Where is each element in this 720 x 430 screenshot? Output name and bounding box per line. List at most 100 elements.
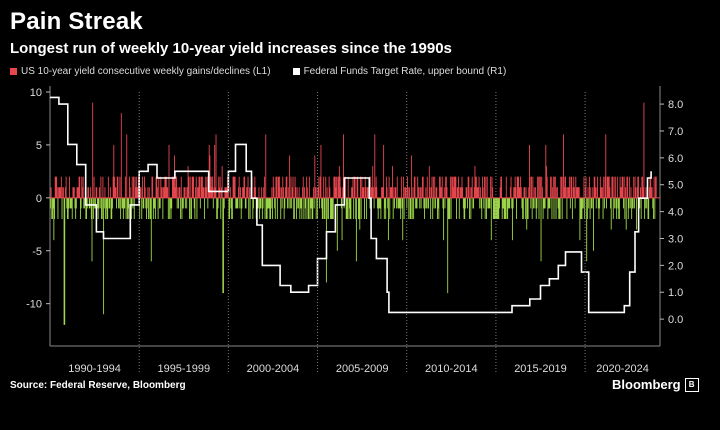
streak-bar	[203, 197, 205, 219]
streak-bar	[223, 197, 225, 209]
streak-bar	[432, 197, 434, 219]
streak-bar	[161, 187, 163, 198]
streak-bar	[228, 197, 230, 219]
streak-bar	[110, 197, 112, 219]
streak-bar	[445, 176, 447, 198]
streak-bar	[118, 197, 120, 209]
streak-bar	[310, 197, 312, 209]
streak-bar	[54, 176, 56, 198]
streak-bar	[270, 197, 271, 219]
streak-bar	[89, 197, 91, 209]
right-tick-label: 3.0	[668, 233, 683, 245]
streak-bar	[176, 176, 177, 198]
streak-bar	[122, 197, 124, 219]
streak-bar	[242, 187, 244, 198]
streak-bar	[458, 176, 460, 198]
streak-bar	[567, 187, 569, 198]
streak-bar	[383, 144, 385, 198]
streak-bar	[354, 176, 356, 198]
streak-bar	[543, 197, 545, 209]
streak-bar	[195, 187, 197, 198]
streak-bar	[330, 197, 331, 219]
streak-bar	[274, 197, 276, 219]
streak-bar	[424, 197, 425, 219]
streak-bar	[422, 176, 424, 198]
streak-bar	[409, 187, 410, 198]
streak-bar	[83, 197, 85, 209]
streak-bar	[154, 197, 156, 209]
streak-bar	[338, 166, 340, 198]
source-note: Source: Federal Reserve, Bloomberg	[10, 380, 186, 391]
streak-bar	[317, 197, 318, 219]
streak-bar	[381, 187, 383, 198]
streak-bar	[635, 187, 637, 198]
streak-bar	[388, 176, 390, 198]
streak-bar	[132, 197, 134, 209]
streak-bar	[165, 176, 167, 198]
streak-bar	[285, 187, 286, 198]
streak-bar	[188, 176, 190, 198]
streak-bar	[548, 197, 550, 209]
streak-bar	[463, 197, 465, 219]
streak-bar	[295, 187, 297, 198]
streak-bar	[562, 176, 564, 198]
streak-bar	[202, 187, 204, 198]
streak-bar	[372, 166, 374, 198]
streak-bar	[234, 176, 236, 198]
streak-bar	[445, 176, 447, 198]
streak-bar	[630, 187, 632, 198]
streak-bar	[502, 197, 504, 209]
streak-bar	[49, 197, 51, 209]
streak-bar	[394, 187, 396, 198]
right-tick-label: 0.0	[668, 314, 683, 326]
streak-bar	[77, 187, 79, 198]
streak-bar	[377, 197, 378, 209]
streak-bar	[613, 176, 615, 198]
streak-bar	[372, 187, 374, 198]
streak-bar	[319, 176, 321, 198]
streak-bar	[601, 187, 603, 198]
streak-bar	[296, 187, 298, 198]
streak-bar	[655, 176, 656, 198]
streak-bar	[271, 187, 273, 198]
streak-bar	[625, 197, 627, 230]
streak-bar	[557, 197, 559, 209]
streak-bar	[184, 197, 186, 209]
streak-bar	[213, 187, 215, 198]
streak-bar	[484, 197, 486, 219]
streak-bar	[313, 197, 315, 209]
streak-bar	[253, 187, 255, 198]
streak-bar	[278, 176, 280, 198]
streak-bar	[57, 197, 59, 219]
streak-bar	[175, 176, 177, 198]
streak-bar	[514, 187, 515, 198]
streak-bar	[523, 187, 525, 198]
streak-bar	[559, 197, 561, 219]
streak-bar	[140, 187, 142, 198]
streak-bar	[612, 176, 614, 198]
streak-bar	[585, 176, 587, 198]
streak-bar	[595, 197, 597, 209]
streak-bar	[90, 197, 92, 219]
streak-bar	[508, 197, 510, 209]
streak-bar	[338, 176, 340, 198]
streak-bar	[150, 197, 152, 262]
streak-bar	[471, 176, 473, 198]
streak-bar	[587, 187, 589, 198]
streak-bar	[91, 197, 93, 262]
streak-bar	[64, 197, 66, 325]
streak-bar	[261, 197, 263, 219]
streak-bar	[307, 197, 309, 219]
streak-bar	[274, 197, 276, 209]
streak-bar	[503, 197, 505, 219]
streak-bar	[554, 176, 556, 198]
streak-bar	[649, 176, 651, 198]
streak-bar	[565, 176, 567, 198]
streak-bar	[67, 197, 69, 219]
streak-bar	[376, 187, 378, 198]
streak-bar	[70, 197, 72, 209]
streak-bar	[606, 176, 608, 198]
streak-bar	[321, 197, 323, 219]
streak-bar	[573, 187, 575, 198]
streak-bar	[477, 187, 479, 198]
